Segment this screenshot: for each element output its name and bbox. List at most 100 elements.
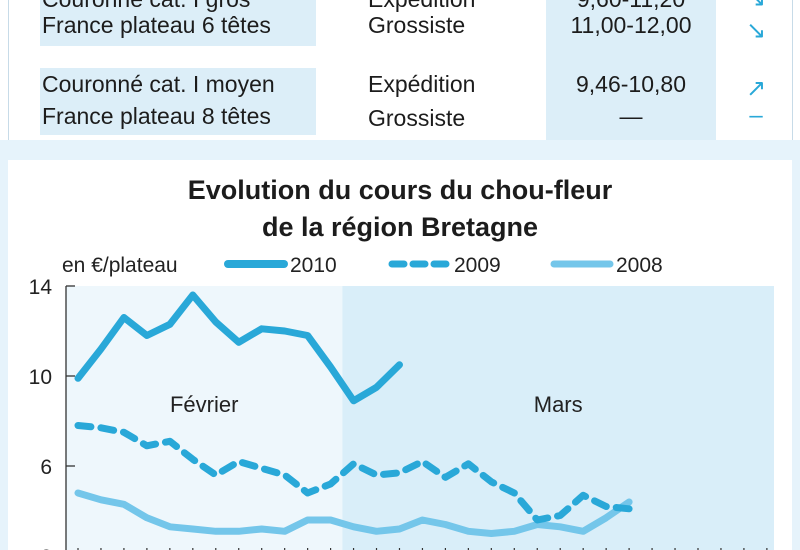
data-point-2008	[512, 529, 516, 533]
row-band-2	[40, 68, 316, 135]
data-point-2009	[122, 430, 126, 434]
row1-product-line1: Couronné cat. I gros	[42, 0, 250, 15]
price-table: Couronné cat. I gros France plateau 6 tê…	[0, 0, 800, 140]
data-point-2010	[145, 333, 149, 337]
data-point-2009	[191, 457, 195, 461]
y-tick-label: 2	[40, 546, 52, 550]
series-line-2010	[74, 291, 403, 405]
trend-up-icon: ↗	[745, 75, 767, 102]
data-point-2009	[260, 466, 264, 470]
data-point-2009	[627, 507, 631, 511]
chart-title-line1: Evolution du cours du chou-fleur	[187, 175, 613, 205]
price-column-band	[546, 0, 716, 140]
data-point-2010	[397, 363, 401, 367]
data-point-2008	[374, 529, 378, 533]
data-point-2009	[282, 473, 286, 477]
series-line-2008	[74, 489, 633, 537]
legend-label-2010: 2010	[290, 254, 337, 277]
data-point-2008	[558, 525, 562, 529]
data-point-2008	[145, 516, 149, 520]
data-point-2009	[214, 473, 218, 477]
chart-title: Evolution du cours du chou-fleur de la r…	[0, 172, 800, 246]
data-point-2009	[145, 444, 149, 448]
trend-down-icon: ↘	[745, 17, 767, 44]
data-point-2009	[604, 504, 608, 508]
data-point-2010	[374, 385, 378, 389]
trend-stable-icon: –	[749, 102, 763, 129]
data-point-2008	[489, 531, 493, 535]
y-tick-label: 6	[40, 456, 52, 479]
data-point-2009	[535, 518, 539, 522]
y-tick-label: 14	[29, 276, 53, 299]
data-point-2008	[168, 525, 172, 529]
data-point-2009	[466, 462, 470, 466]
data-point-2008	[122, 502, 126, 506]
row2-product-line2: France plateau 8 têtes	[42, 103, 271, 129]
data-point-2010	[260, 327, 264, 331]
row1-market2: Grossiste	[368, 12, 466, 38]
data-point-2008	[191, 527, 195, 531]
data-point-2009	[397, 471, 401, 475]
data-point-2009	[374, 473, 378, 477]
row2-price1: 9,46-10,80	[576, 71, 686, 97]
data-point-2008	[604, 516, 608, 520]
data-point-2009	[443, 475, 447, 479]
data-point-2009	[99, 426, 103, 430]
row2-market2: Grossiste	[368, 105, 466, 131]
data-point-2008	[237, 529, 241, 533]
row-band-1	[40, 0, 316, 46]
data-point-2009	[489, 480, 493, 484]
legend-label-2008: 2008	[616, 254, 663, 277]
data-point-2009	[581, 493, 585, 497]
data-point-2008	[627, 500, 631, 504]
table-border-right	[792, 0, 793, 140]
data-point-2010	[328, 365, 332, 369]
data-point-2008	[443, 522, 447, 526]
period-label: Février	[170, 392, 238, 417]
data-point-2009	[168, 439, 172, 443]
period-label: Mars	[534, 392, 583, 417]
data-point-2010	[191, 293, 195, 297]
data-point-2010	[351, 399, 355, 403]
row1-market1: Expédition	[368, 0, 475, 15]
data-point-2008	[76, 491, 80, 495]
data-point-2008	[214, 529, 218, 533]
data-point-2010	[237, 340, 241, 344]
data-point-2009	[305, 491, 309, 495]
data-point-2010	[282, 329, 286, 333]
data-point-2008	[466, 529, 470, 533]
row1-price2: 11,00-12,00	[570, 12, 692, 38]
y-axis-label: en €/plateau	[62, 254, 178, 277]
data-point-2010	[76, 376, 80, 380]
legend-label-2009: 2009	[454, 254, 501, 277]
row1-price1: 9,60-11,20	[546, 0, 716, 15]
data-point-2008	[420, 518, 424, 522]
period-band-0	[66, 286, 343, 550]
y-tick-label: 10	[29, 366, 52, 389]
row2-price2: —	[619, 103, 643, 129]
data-point-2008	[260, 527, 264, 531]
data-point-2008	[99, 498, 103, 502]
data-point-2009	[420, 459, 424, 463]
data-point-2010	[99, 347, 103, 351]
data-point-2010	[168, 322, 172, 326]
data-point-2009	[558, 513, 562, 517]
row1-product-line2: France plateau 6 têtes	[42, 12, 271, 38]
chart-title-line2: de la région Bretagne	[261, 212, 539, 242]
period-band-1	[342, 286, 774, 550]
data-point-2008	[351, 525, 355, 529]
data-point-2009	[328, 482, 332, 486]
data-point-2010	[214, 320, 218, 324]
data-point-2008	[581, 529, 585, 533]
data-point-2008	[328, 518, 332, 522]
series-line-2009	[74, 422, 633, 524]
data-point-2008	[305, 518, 309, 522]
trend-down-icon: ↘	[738, 0, 774, 13]
data-point-2010	[305, 333, 309, 337]
data-point-2009	[76, 423, 80, 427]
data-point-2009	[237, 459, 241, 463]
row2-product-line1: Couronné cat. I moyen	[42, 71, 275, 97]
data-point-2008	[282, 529, 286, 533]
data-point-2008	[397, 527, 401, 531]
